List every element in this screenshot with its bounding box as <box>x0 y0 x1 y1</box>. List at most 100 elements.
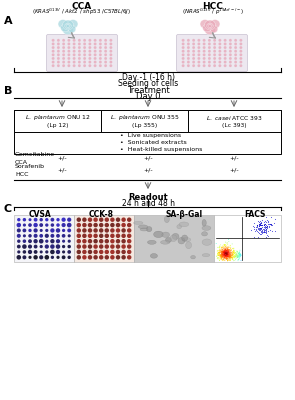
Point <box>229 252 234 259</box>
Point <box>261 226 266 232</box>
Text: $\it{L.}$ $\it{casei}$ ATCC 393: $\it{L.}$ $\it{casei}$ ATCC 393 <box>206 114 263 122</box>
Point <box>235 248 240 254</box>
Point <box>231 253 236 259</box>
Point <box>224 250 228 257</box>
Point <box>224 251 229 257</box>
Point <box>216 249 221 256</box>
Point <box>237 254 242 260</box>
Point <box>229 247 234 254</box>
Point <box>234 251 239 257</box>
Circle shape <box>109 57 112 60</box>
Point <box>215 251 220 258</box>
Circle shape <box>68 61 70 64</box>
Circle shape <box>109 46 112 49</box>
Point <box>261 222 266 229</box>
Point <box>264 232 269 238</box>
Point <box>221 249 225 255</box>
Circle shape <box>62 39 65 42</box>
Point <box>227 246 232 253</box>
Point <box>227 254 232 260</box>
Circle shape <box>192 54 195 56</box>
Point <box>225 247 230 254</box>
Point <box>220 252 225 259</box>
Point <box>236 253 241 260</box>
Point <box>220 251 225 257</box>
Point <box>233 256 238 263</box>
Text: Sorafenib: Sorafenib <box>15 164 45 170</box>
Circle shape <box>88 57 91 60</box>
Circle shape <box>62 42 65 45</box>
Point <box>229 251 233 257</box>
Point <box>225 252 230 259</box>
Point <box>232 254 236 261</box>
Circle shape <box>99 239 104 244</box>
Circle shape <box>88 239 92 244</box>
Circle shape <box>110 239 115 244</box>
Point <box>228 252 233 258</box>
Point <box>225 250 230 256</box>
Circle shape <box>127 223 132 227</box>
Point <box>226 247 231 254</box>
Point <box>227 252 232 259</box>
Circle shape <box>68 57 70 60</box>
Point <box>260 229 265 236</box>
Point <box>273 216 278 222</box>
Point <box>263 218 268 224</box>
Bar <box>14 110 101 132</box>
Point <box>224 251 229 258</box>
Point <box>223 248 228 254</box>
Point <box>219 249 224 256</box>
Point <box>259 224 264 230</box>
Bar <box>214 215 281 262</box>
Point <box>223 254 227 260</box>
Point <box>229 252 233 259</box>
Circle shape <box>17 240 21 243</box>
Circle shape <box>34 234 38 238</box>
Point <box>231 248 236 254</box>
Point <box>231 249 235 256</box>
Text: ($\it{KRAS}$$^{\it{G13V}}$ / $\it{Akt2}$ / $\it{shp53}$ /$\it{C57BL/6J}$): ($\it{KRAS}$$^{\it{G13V}}$ / $\it{Akt2}$… <box>32 7 132 17</box>
Point <box>222 250 226 256</box>
Point <box>217 248 222 255</box>
Point <box>223 252 227 259</box>
Circle shape <box>28 244 32 249</box>
Point <box>227 251 232 258</box>
Circle shape <box>23 239 26 243</box>
Point <box>224 253 228 260</box>
Point <box>228 257 232 264</box>
Point <box>235 252 240 258</box>
Circle shape <box>93 239 98 244</box>
Point <box>224 254 229 261</box>
Point <box>222 247 227 254</box>
Point <box>220 252 225 258</box>
Point <box>237 252 242 259</box>
Point <box>226 252 230 258</box>
Point <box>219 254 224 260</box>
Point <box>224 248 229 255</box>
Point <box>221 256 226 263</box>
Point <box>222 254 227 260</box>
Circle shape <box>116 244 120 249</box>
Point <box>219 252 224 258</box>
Circle shape <box>104 61 107 64</box>
Circle shape <box>17 218 21 221</box>
Ellipse shape <box>191 256 196 259</box>
Circle shape <box>224 50 227 52</box>
Point <box>222 252 227 259</box>
Point <box>222 254 227 260</box>
Point <box>236 253 241 260</box>
Point <box>268 222 273 228</box>
Point <box>220 249 225 255</box>
Point <box>225 250 230 257</box>
Point <box>264 224 269 230</box>
Circle shape <box>104 57 107 60</box>
Point <box>227 251 232 257</box>
Point <box>225 246 230 252</box>
Point <box>222 245 226 251</box>
Point <box>228 257 232 263</box>
Point <box>226 256 231 263</box>
Circle shape <box>82 250 87 254</box>
Point <box>231 250 236 257</box>
Circle shape <box>109 61 112 64</box>
Ellipse shape <box>202 220 206 226</box>
